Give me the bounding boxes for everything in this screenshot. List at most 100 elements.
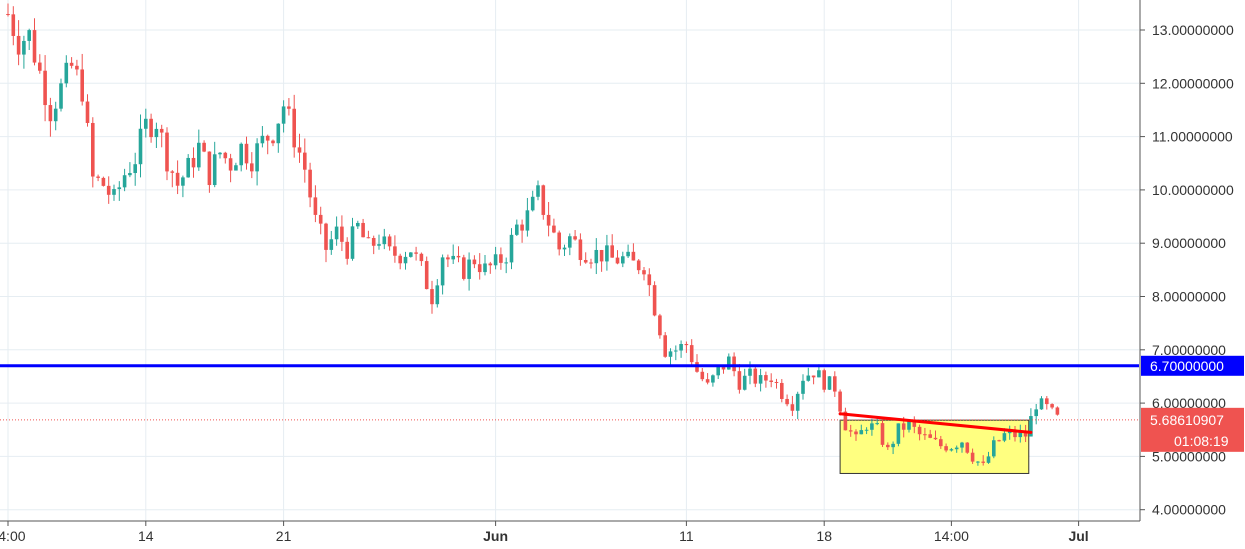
candle-body [22,40,26,55]
candle-body [530,196,535,211]
candle-body [658,315,662,336]
candle-body [822,370,826,390]
candle-body [59,83,63,109]
candle [573,230,577,241]
candle-body [1029,416,1033,437]
candle-body [477,264,482,273]
candle-body [742,375,747,390]
candle-body [96,176,100,178]
candle-body [557,232,561,250]
candle [228,153,233,183]
candle-body [1002,433,1007,441]
candle-body [1013,431,1017,438]
candle-body [276,123,281,144]
candle [414,246,418,261]
candle-body [901,423,906,430]
candle [986,451,991,464]
candle [822,368,826,393]
candle [674,345,678,361]
candle-body [144,118,148,129]
candle-body [483,263,487,273]
candle [499,247,503,270]
candle-body [239,143,243,166]
candle [525,197,530,237]
candle [117,181,122,201]
candle [292,94,296,158]
candle [191,147,196,178]
candle-body [880,423,885,445]
candle [181,175,185,198]
candle-body [843,411,848,431]
candle-body [361,222,365,238]
y-tick-label: 7.00000000 [1152,342,1226,358]
candle-body [244,143,249,164]
candle [255,138,259,186]
candle-body [175,172,180,186]
candle-body [313,197,318,215]
candle-body [642,270,646,275]
candle [32,18,37,66]
candle [377,234,381,250]
candle [843,407,848,431]
candle [1055,406,1060,416]
candle [684,341,689,353]
candle [727,353,731,370]
candle [1013,426,1017,442]
candle [610,234,614,258]
candle-body [324,223,328,250]
candle-body [546,214,551,226]
candle-body [446,257,450,260]
candle [864,427,869,435]
candle [711,374,715,387]
candle [16,20,21,66]
candle [663,332,667,358]
candle-body [27,30,31,41]
candle [515,219,519,236]
candle-body [764,375,768,381]
candle-body [589,262,593,264]
candle-body [64,62,69,84]
candle [944,443,948,453]
candle-body [795,393,800,411]
candle-body [907,420,911,430]
candle [80,53,84,106]
candle [165,127,169,181]
candle-body [716,366,720,376]
candle-body [340,226,344,242]
candle-body [181,177,185,186]
candle-body [663,335,667,357]
candle-body [864,429,869,431]
candle [144,108,148,138]
candle-body [981,461,985,463]
candle-body [520,224,524,231]
candle [536,180,540,201]
candle-body [605,245,609,262]
candle-body [552,225,556,233]
candle-body [933,437,938,440]
candle [695,354,699,373]
candle-body [785,398,789,405]
candle [483,255,487,276]
candle [393,235,397,263]
candle-body [398,255,402,264]
candle [467,252,471,291]
candle [212,141,217,188]
candle-body [435,285,440,305]
candle [716,366,720,380]
candle-body [191,157,196,168]
candle [138,114,143,178]
candle-body [684,344,689,346]
candle [785,394,789,407]
candle-body [85,101,90,123]
candle-body [271,140,275,144]
candle-body [11,14,16,36]
candle-body [32,30,37,63]
candle [53,101,58,131]
candle-body [923,434,927,436]
candle-body [106,185,111,195]
current-price-label: 5.68610907 [1150,412,1224,428]
x-tick-label: Jun [483,528,508,544]
x-tick-label: 11 [679,528,694,544]
candle-body [870,423,874,430]
